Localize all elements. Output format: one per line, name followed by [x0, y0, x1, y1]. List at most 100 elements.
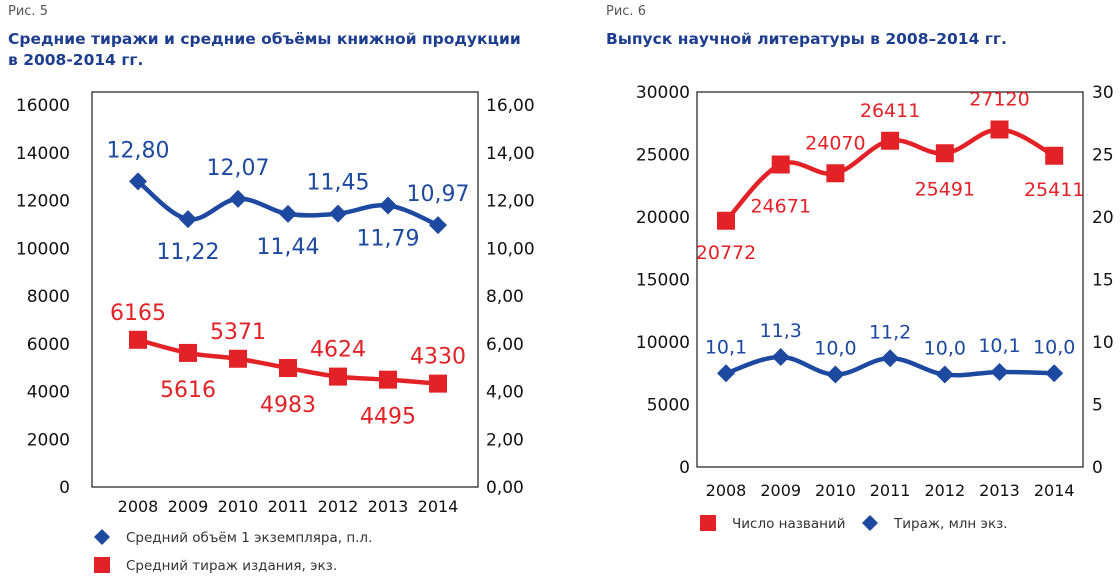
data-label-red: 5616: [160, 378, 216, 403]
y-left-tick-label: 15000: [636, 271, 690, 291]
data-point-blue: [826, 365, 845, 384]
chart-1-svg: 16000 14000 12000 10000 8000 6000 4000 2000 0 16,…: [16, 91, 535, 574]
y-right-tick-label: 14,00: [486, 144, 535, 164]
plot-frame: [91, 91, 479, 488]
legend-marker-red: [94, 557, 110, 573]
data-label-red: 24671: [750, 196, 810, 218]
data-label-blue: 10,0: [814, 338, 856, 360]
data-label-blue: 10,1: [705, 336, 747, 358]
data-point-red: [429, 374, 447, 393]
x-tick-label: 2010: [218, 497, 259, 516]
y-left-tick-label: 4000: [27, 383, 70, 403]
data-point-blue: [990, 363, 1009, 381]
data-point-red: [990, 120, 1009, 139]
chart-panel-1: Рис. 5 Средние тиражи и средние объёмы к…: [8, 4, 548, 574]
x-tick-label: 2013: [368, 497, 409, 516]
x-tick-label: 2010: [815, 481, 856, 500]
figure-label-2: Рис. 6: [606, 4, 646, 19]
y-right-tick-label: 10: [1092, 333, 1114, 353]
y-right-tick-label: 8,00: [486, 287, 524, 307]
x-tick-label: 2008: [706, 481, 747, 500]
y-right-tick-label: 2,00: [486, 430, 524, 450]
data-label-blue: 11,22: [157, 240, 220, 265]
legend-marker-red: [700, 515, 716, 531]
data-point-blue: [279, 204, 297, 223]
data-point-red: [881, 131, 900, 150]
y-right-tick-label: 0,00: [486, 478, 524, 498]
chart-title-1-line2: в 2008-2014 гг.: [8, 51, 144, 69]
data-point-blue: [935, 365, 954, 384]
data-label-red: 26411: [860, 100, 920, 122]
y-left-tick-label: 30000: [636, 83, 690, 103]
y-left-tick-label: 5000: [647, 396, 690, 416]
x-tick-label: 2014: [418, 497, 459, 516]
y-right-tick-label: 30: [1092, 83, 1114, 103]
y-right-tick-label: 6,00: [486, 335, 524, 355]
data-label-blue: 12,07: [207, 156, 270, 181]
data-label-blue: 11,3: [760, 320, 802, 342]
chart-panel-2: Рис. 6 Выпуск научной литературы в 2008–…: [560, 0, 1120, 579]
y-left-tick-label: 25000: [636, 146, 690, 166]
y-left-tick-label: 8000: [27, 287, 70, 307]
data-label-red: 5371: [210, 320, 266, 345]
data-label-blue: 10,1: [978, 335, 1020, 357]
data-label-red: 27120: [969, 89, 1029, 111]
data-label-red: 20772: [696, 242, 756, 264]
legend-label: Средний объём 1 экземпляра, п.л.: [126, 530, 372, 546]
chart-title-2-line1: Выпуск научной литературы в 2008–2014 гг…: [606, 30, 1007, 48]
y-right-tick-label: 10,00: [486, 239, 535, 259]
data-label-red: 24070: [805, 132, 865, 154]
data-point-blue: [1045, 364, 1064, 383]
x-tick-label: 2014: [1034, 481, 1075, 500]
y-right-tick-label: 5: [1092, 396, 1103, 416]
data-point-red: [1045, 146, 1064, 165]
chart-title-1: Средние тиражи и средние объёмы книжной …: [8, 29, 548, 71]
figure-label-1: Рис. 5: [8, 4, 48, 19]
data-point-red: [229, 349, 247, 368]
legend-label: Средний тираж издания, экз.: [126, 558, 337, 574]
y-left-tick-label: 6000: [27, 335, 70, 355]
y-left-tick-label: 12000: [16, 192, 70, 212]
x-tick-label: 2008: [118, 497, 159, 516]
y-left-tick-label: 10000: [16, 239, 70, 259]
data-label-red: 6165: [110, 301, 166, 326]
y-right-tick-label: 25: [1092, 146, 1114, 166]
x-tick-label: 2013: [979, 481, 1020, 500]
data-point-blue: [429, 216, 447, 235]
legend-marker-blue: [862, 515, 878, 531]
y-left-tick-label: 0: [59, 478, 70, 498]
y-right-tick-label: 0: [1092, 458, 1103, 478]
x-tick-label: 2011: [268, 497, 309, 516]
data-label-blue: 11,45: [307, 171, 370, 196]
y-left-tick-label: 16000: [16, 96, 70, 116]
data-point-blue: [771, 348, 790, 366]
x-tick-label: 2009: [168, 497, 209, 516]
y-left-tick-label: 10000: [636, 333, 690, 353]
data-point-red: [329, 367, 347, 386]
data-point-blue: [229, 189, 247, 208]
data-label-red: 4983: [260, 393, 316, 418]
legend-marker-blue: [94, 529, 110, 545]
legend-label: Тираж, млн экз.: [893, 516, 1008, 532]
data-point-blue: [881, 349, 900, 368]
data-label-blue: 11,79: [357, 227, 420, 252]
data-label-blue: 10,0: [924, 338, 966, 360]
data-label-red: 4495: [360, 405, 416, 430]
data-point-red: [379, 370, 397, 389]
y-left-tick-label: 14000: [16, 144, 70, 164]
y-right-tick-label: 4,00: [486, 383, 524, 403]
data-point-red: [129, 330, 147, 349]
data-point-blue: [717, 364, 735, 383]
data-point-red: [179, 343, 197, 362]
data-label-red: 4330: [410, 345, 466, 370]
y-right-tick-label: 12,00: [486, 192, 535, 212]
data-label-blue: 11,44: [257, 235, 320, 260]
data-point-blue: [179, 210, 197, 229]
data-point-blue: [379, 196, 397, 215]
y-right-tick-label: 20: [1092, 208, 1114, 228]
plot-frame: [696, 91, 1084, 468]
data-point-red: [279, 359, 297, 378]
data-point-red: [771, 155, 790, 174]
data-label-red: 25411: [1024, 179, 1084, 201]
y-left-tick-label: 0: [679, 458, 690, 478]
